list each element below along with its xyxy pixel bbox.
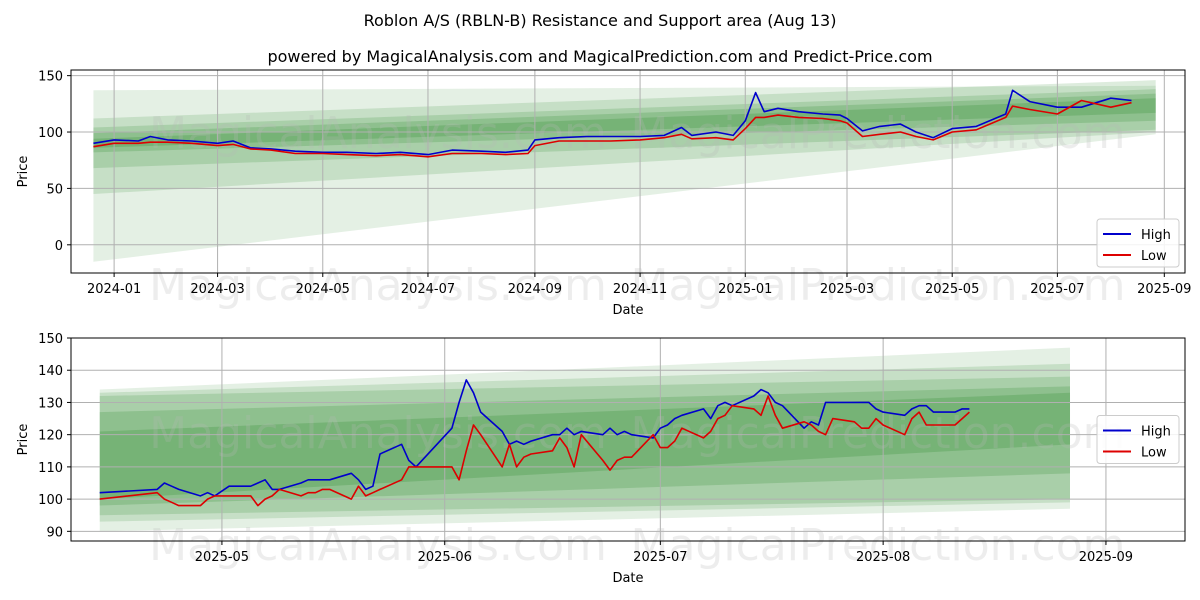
y-tick-label: 130 [38, 396, 63, 411]
band-area [99, 376, 1071, 516]
x-tick-label: 2025-09 [1137, 282, 1191, 297]
legend-box [1096, 415, 1180, 464]
x-tick-label: 2024-05 [296, 282, 350, 297]
x-tick-label: 2024-11 [613, 282, 667, 297]
watermark: MagicalAnalysis.com [149, 520, 607, 571]
x-tick-label: 2025-05 [925, 282, 979, 297]
legend: High Low [1096, 218, 1180, 268]
band-area [93, 93, 1156, 153]
bottom-panel: MagicalAnalysis.com MagicalPrediction.com… [16, 332, 1186, 586]
y-tick-label: 100 [38, 493, 63, 508]
watermark: MagicalPrediction.com [631, 520, 1126, 571]
legend-label-low: Low [1141, 249, 1167, 264]
legend-label-high: High [1141, 228, 1171, 243]
top-panel: MagicalAnalysis.com MagicalPrediction.com… [16, 69, 1191, 318]
y-tick-label: 0 [55, 239, 63, 254]
legend: High Low [1096, 415, 1180, 464]
legend-box [1096, 218, 1180, 268]
x-tick-label: 2025-07 [633, 550, 687, 565]
legend-label-high: High [1141, 425, 1171, 440]
y-axis-label: Price [16, 156, 31, 188]
x-tick-label: 2025-05 [195, 550, 249, 565]
series-line-low [99, 395, 970, 507]
x-tick-label: 2024-09 [508, 282, 562, 297]
band-area [93, 98, 1156, 148]
plot-frame [70, 337, 1186, 542]
x-tick-label: 2025-03 [820, 282, 874, 297]
plot-frame [70, 69, 1186, 274]
series-line-high [99, 379, 970, 497]
x-tick-label: 2025-01 [718, 282, 772, 297]
y-tick-label: 90 [46, 525, 63, 540]
x-axis-label: Date [612, 303, 643, 318]
y-tick-label: 120 [38, 429, 63, 444]
x-tick-label: 2025-06 [418, 550, 472, 565]
legend-label-low: Low [1141, 446, 1167, 461]
watermark: MagicalPrediction.com [631, 108, 1126, 159]
x-tick-label: 2025-09 [1079, 550, 1133, 565]
y-tick-label: 150 [38, 70, 63, 85]
y-tick-label: 100 [38, 126, 63, 141]
series-line-high [93, 89, 1132, 156]
x-axis-label: Date [612, 571, 643, 586]
y-tick-label: 150 [38, 332, 63, 347]
band-area [99, 363, 1071, 522]
y-tick-label: 50 [46, 182, 63, 197]
y-tick-label: 140 [38, 364, 63, 379]
watermark: MagicalPrediction.com [631, 260, 1126, 311]
watermark: MagicalAnalysis.com [149, 408, 607, 459]
x-tick-label: 2025-07 [1030, 282, 1084, 297]
band-area [93, 85, 1156, 262]
x-tick-label: 2024-01 [87, 282, 141, 297]
y-tick-label: 110 [38, 461, 63, 476]
chart-title: Roblon A/S (RBLN-B) Resistance and Suppo… [364, 11, 837, 30]
watermark: MagicalAnalysis.com [149, 108, 607, 159]
band-area [93, 89, 1156, 169]
x-tick-label: 2024-03 [190, 282, 244, 297]
chart-subtitle: powered by MagicalAnalysis.com and Magic… [267, 47, 932, 66]
y-axis-label: Price [16, 424, 31, 456]
x-tick-label: 2025-08 [856, 550, 910, 565]
x-tick-label: 2024-07 [401, 282, 455, 297]
band-area [99, 392, 1071, 500]
watermark: MagicalAnalysis.com [149, 260, 607, 311]
series-line-low [93, 99, 1132, 158]
watermark: MagicalPrediction.com [631, 408, 1126, 459]
